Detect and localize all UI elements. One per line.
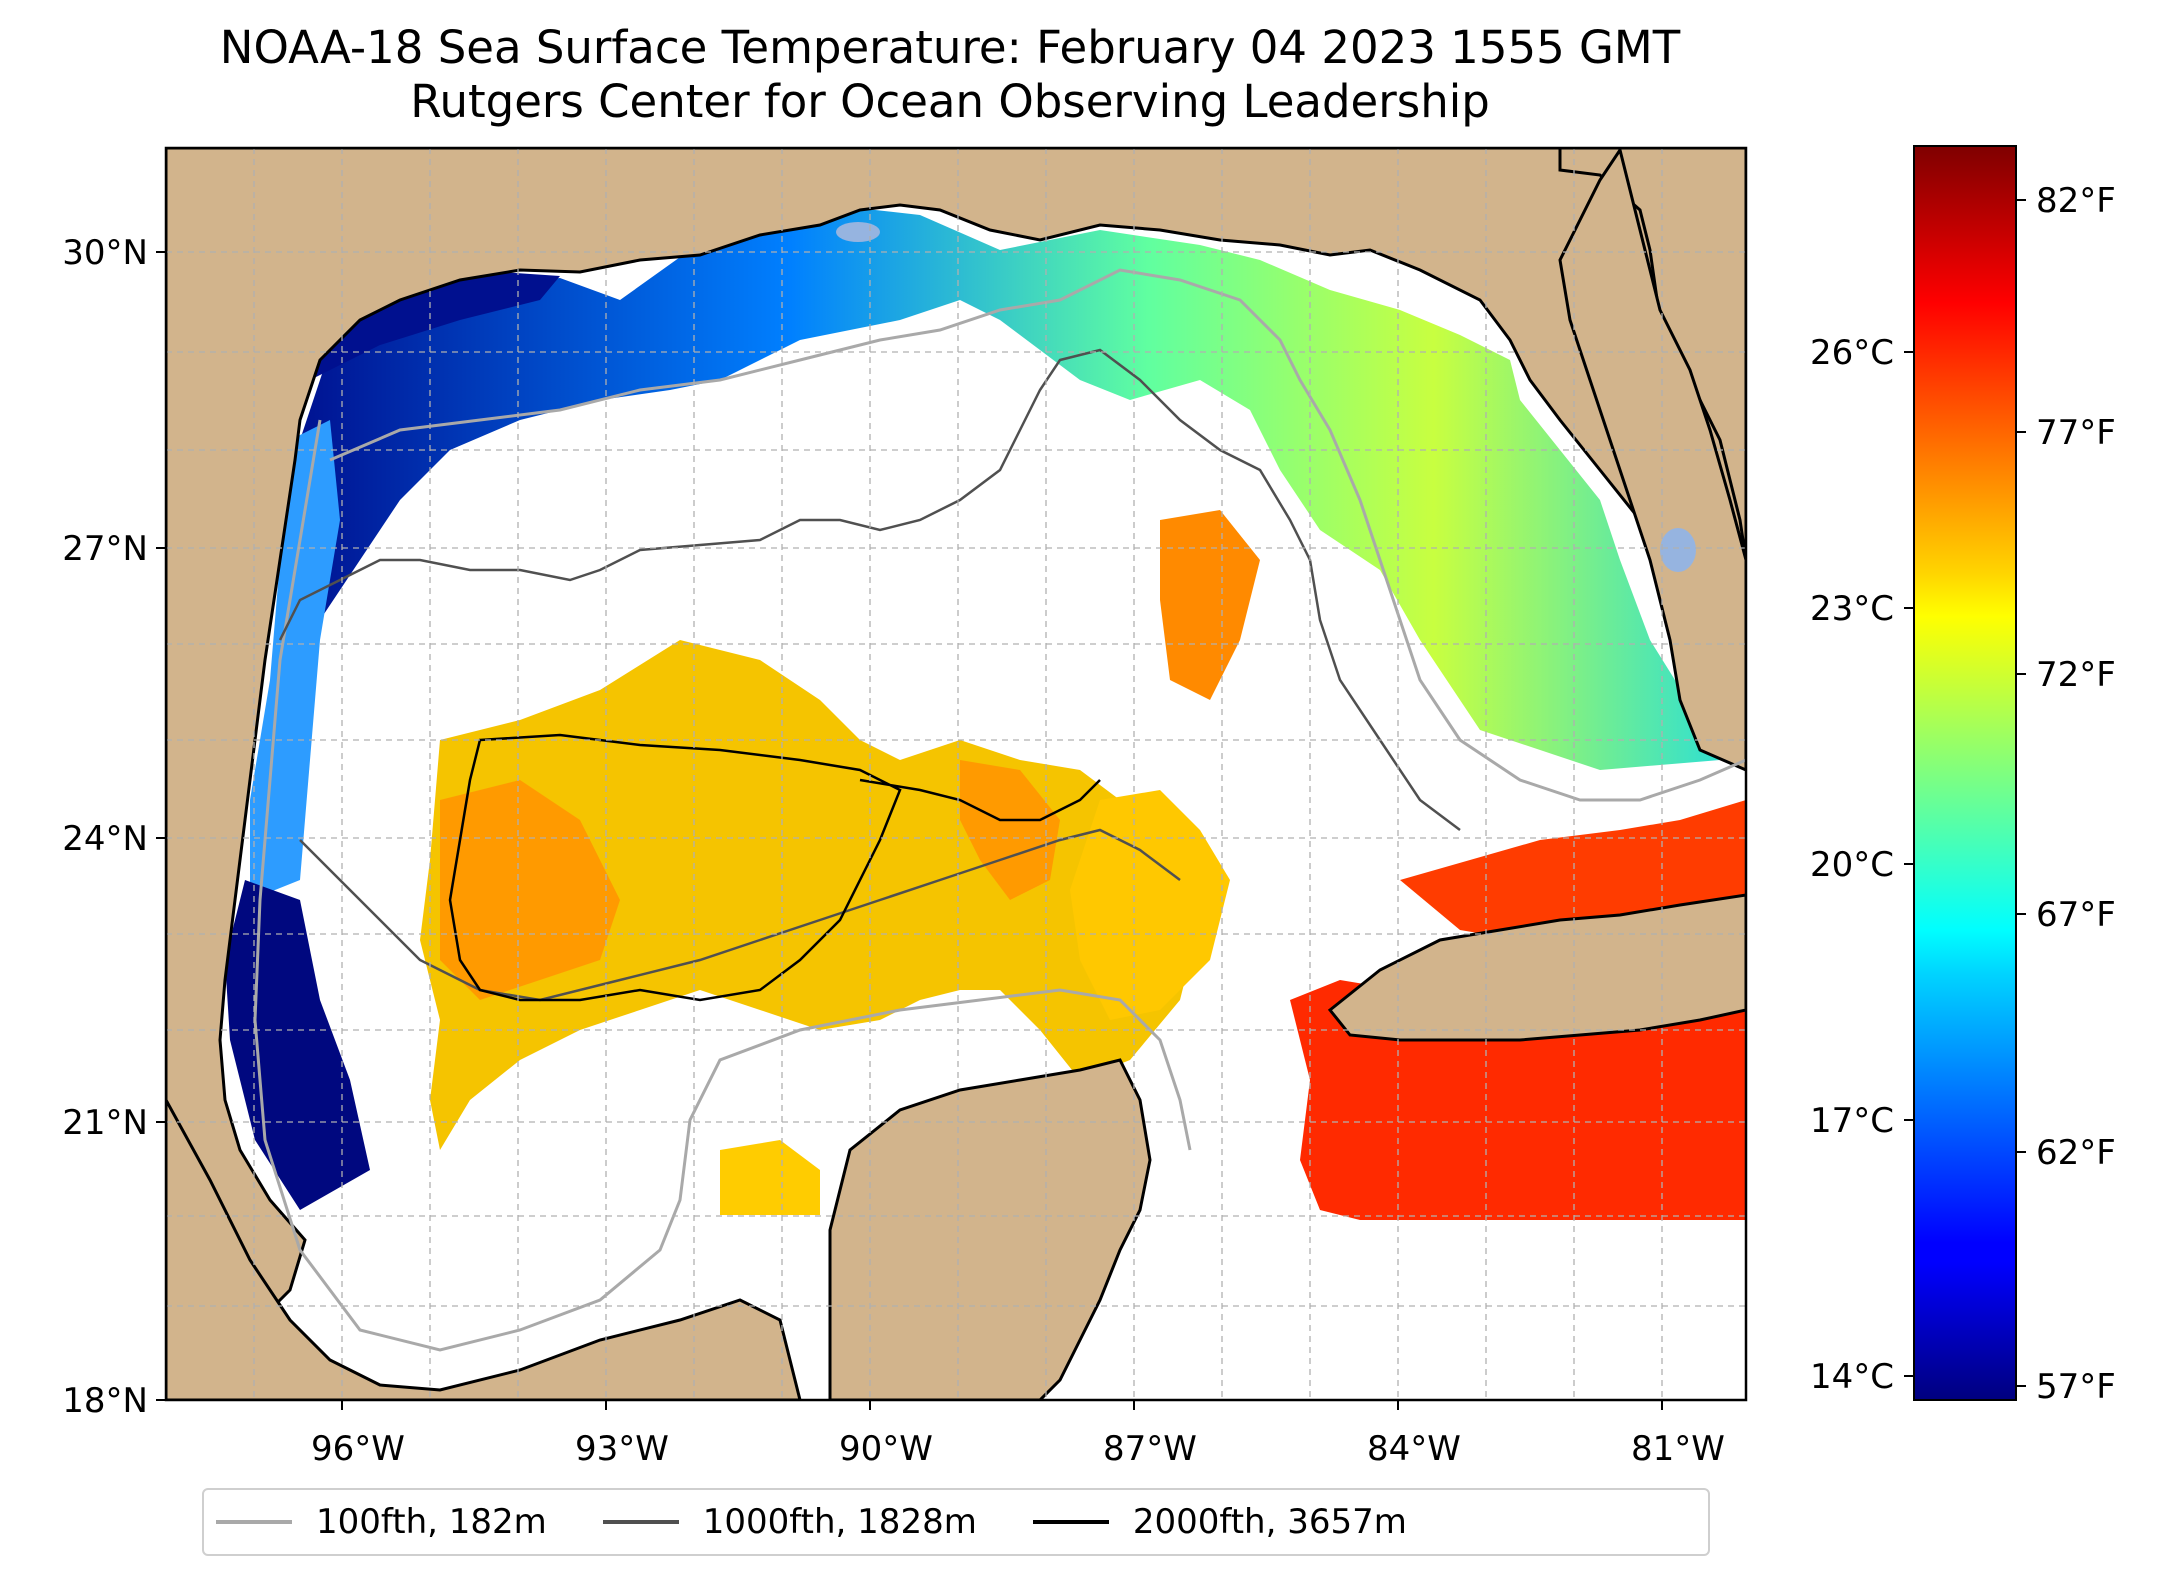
lon-label-90w: 90°W bbox=[839, 1429, 933, 1469]
colorbar-label-67f: 67°F bbox=[2036, 895, 2116, 935]
bathymetry-contours bbox=[253, 268, 1746, 1352]
lat-label-24n: 24°N bbox=[62, 819, 148, 859]
depth-legend: 100fth, 182m 1000fth, 1828m 2000fth, 365… bbox=[202, 1488, 1710, 1556]
lat-label-27n: 27°N bbox=[62, 529, 148, 569]
lat-label-18n: 18°N bbox=[62, 1381, 148, 1421]
lon-label-84w: 84°W bbox=[1367, 1429, 1461, 1469]
legend-label-1000fth: 1000fth, 1828m bbox=[702, 1502, 977, 1542]
legend-line-2000fth bbox=[1032, 1520, 1109, 1524]
colorbar-label-62f: 62°F bbox=[2036, 1133, 2116, 1173]
legend-entry-2000fth: 2000fth, 3657m bbox=[1032, 1502, 1407, 1542]
sst-straits-red bbox=[1400, 800, 1746, 940]
lon-ticks bbox=[341, 1400, 1663, 1410]
land-cuba bbox=[1327, 893, 1746, 1042]
legend-line-1000fth bbox=[602, 1520, 679, 1524]
lat-ticks bbox=[156, 251, 166, 1401]
legend-entry-100fth: 100fth, 182m bbox=[216, 1502, 547, 1542]
map-area bbox=[166, 148, 1746, 1400]
land-layer bbox=[166, 148, 1746, 1400]
lon-label-96w: 96°W bbox=[311, 1429, 405, 1469]
colorbar-label-77f: 77°F bbox=[2036, 413, 2116, 453]
lon-label-81w: 81°W bbox=[1631, 1429, 1725, 1469]
sst-data-layer bbox=[225, 150, 1746, 1220]
colorbar-label-82f: 82°F bbox=[2036, 181, 2116, 221]
sst-west-edge bbox=[250, 420, 340, 900]
lat-label-30n: 30°N bbox=[62, 233, 148, 273]
lake-pontchartrain bbox=[836, 222, 880, 242]
chart-subtitle: Rutgers Center for Ocean Observing Leade… bbox=[410, 75, 1490, 128]
legend-entry-1000fth: 1000fth, 1828m bbox=[602, 1502, 977, 1542]
colorbar-label-20c: 20°C bbox=[1810, 845, 1894, 885]
legend-line-100fth bbox=[216, 1520, 292, 1524]
colorbar-label-26c: 26°C bbox=[1810, 333, 1894, 373]
contour-100fth bbox=[253, 268, 1746, 1352]
colorbar-label-14c: 14°C bbox=[1810, 1357, 1894, 1397]
lakes bbox=[836, 222, 1696, 572]
colorbar-ticks-celsius bbox=[1904, 351, 1914, 1377]
sst-west-dark bbox=[225, 880, 370, 1210]
lat-label-21n: 21°N bbox=[62, 1103, 148, 1143]
land-florida-peninsula bbox=[1558, 148, 1746, 772]
sst-central-orange bbox=[440, 780, 620, 1000]
land-yucatan bbox=[828, 1058, 1152, 1400]
chart-title: NOAA-18 Sea Surface Temperature: Februar… bbox=[219, 21, 1681, 74]
legend-label-100fth: 100fth, 182m bbox=[316, 1502, 547, 1542]
colorbar-label-57f: 57°F bbox=[2036, 1367, 2116, 1407]
lon-label-93w: 93°W bbox=[575, 1429, 669, 1469]
colorbar-label-72f: 72°F bbox=[2036, 655, 2116, 695]
lon-label-87w: 87°W bbox=[1103, 1429, 1197, 1469]
colorbar-label-23c: 23°C bbox=[1810, 589, 1894, 629]
sst-eastern-yellow bbox=[1070, 790, 1230, 1020]
colorbar-label-17c: 17°C bbox=[1810, 1101, 1894, 1141]
colorbar-ticks-fahrenheit bbox=[2016, 199, 2026, 1387]
lake-okeechobee bbox=[1660, 528, 1696, 572]
sst-north-gulf bbox=[290, 205, 1720, 770]
land-mexico-east bbox=[166, 1099, 802, 1400]
sst-south-gulf-yellow bbox=[720, 1140, 820, 1215]
legend-label-2000fth: 2000fth, 3657m bbox=[1132, 1502, 1407, 1542]
sst-loop-current bbox=[1160, 510, 1260, 700]
contour-2000fth bbox=[448, 733, 1101, 1002]
contour-1000fth bbox=[278, 348, 1461, 1002]
map-frame bbox=[164, 146, 1748, 1402]
colorbar bbox=[1913, 145, 2017, 1401]
